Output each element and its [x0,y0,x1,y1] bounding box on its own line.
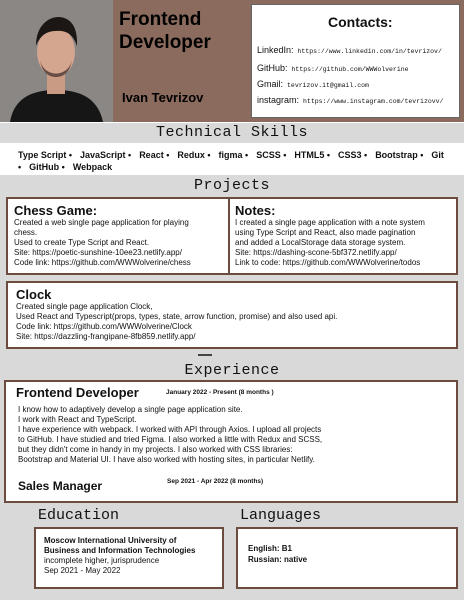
job-frontend-description: I know how to adaptively develop a singl… [18,405,322,465]
project-line: Used React and Typescript(props, types, … [16,312,338,321]
education-dates: Sep 2021 - May 2022 [44,566,121,575]
project-title: Notes: [235,203,276,218]
job-description-line: I have experience with webpack. I worked… [18,425,322,434]
contact-label: GitHub: [257,63,288,73]
project-site-link[interactable]: Site: https://dashing-scone-5bf372.netli… [235,248,397,257]
project-code-link[interactable]: Link to code: https://github.com/WWWolve… [235,258,421,267]
project-line: and added a LocalStorage data storage sy… [235,238,406,247]
skill-item: CSS3 • [338,150,368,160]
project-code-link[interactable]: Code link: https://github.com/WWWolverin… [14,258,191,267]
person-name: Ivan Tevrizov [122,90,204,105]
job-frontend-dates: January 2022 - Present (8 months ) [166,389,274,396]
skill-item: Bootstrap • [375,150,424,160]
degree: incomplete higher, jurisprudence [44,556,160,565]
contacts-title: Contacts: [328,14,393,30]
experience-card: Frontend Developer January 2022 - Presen… [4,380,458,503]
project-clock: Clock Created single page application Cl… [6,281,458,349]
job-description-line: I work with React and TypeScript. [18,415,137,424]
languages-card: English: B1 Russian: native [236,527,458,589]
skill-item: Webpack [72,162,113,172]
education-heading: Education [38,507,120,524]
contact-gmail: Gmail: tevrizov.it@gmail.com [257,79,369,89]
job-sales-dates: Sep 2021 - Apr 2022 (8 months) [167,478,264,485]
section-divider [198,354,212,356]
project-line: chess. [14,228,38,237]
skill-item: Git • [18,150,444,172]
linkedin-link[interactable]: https://www.linkedin.com/in/tevrizov/ [297,48,442,55]
skills-list: Type Script • JavaScript • React • Redux • f… [18,149,458,173]
github-link[interactable]: https://github.com/WWWolverine [291,66,409,73]
skill-item: React • [139,150,170,160]
project-site-link[interactable]: Site: https://dazzling-frangipane-8fb859… [16,332,196,341]
job-title-line2: Developer [119,32,211,53]
job-title-line1: Frontend [119,9,202,30]
skills-heading: Technical Skills [155,124,309,141]
project-chess: Chess Game: Created a web single page ap… [6,197,230,275]
education-card: Moscow International University of Busin… [34,527,224,589]
projects-heading: Projects [193,177,270,194]
profile-photo [0,0,113,122]
skill-item: SCSS • [256,150,287,160]
job-description-line: but they didn't come in handy in my proj… [18,445,293,454]
instagram-link[interactable]: https://www.instagram.com/tevrizovv/ [303,98,444,105]
skill-item: HTML5 • [294,150,331,160]
skill-item: figma • [218,150,249,160]
job-sales-title: Sales Manager [18,479,103,493]
project-notes: Notes: I created a single page applicati… [228,197,458,275]
skills-heading-band: Technical Skills [0,123,464,143]
project-code-link[interactable]: Code link: https://github.com/WWWolverin… [16,322,192,331]
school-name-line1: Moscow International University of [44,536,177,545]
job-description-line: to GitHub. I have studied and tried Figm… [18,435,323,444]
project-line: Created single page application Clock, [16,302,153,311]
contact-label: Gmail: [257,79,284,89]
job-frontend-title: Frontend Developer [16,385,139,400]
language-item: Russian: native [248,555,308,564]
contact-github: GitHub: https://github.com/WWWolverine [257,63,409,73]
skill-item: Redux • [177,150,211,160]
contacts-panel: Contacts: LinkedIn: https://www.linkedin.… [248,0,464,122]
job-description-line: I know how to adaptively develop a singl… [18,405,243,414]
contact-label: instagram: [257,95,300,105]
contact-instagram: instagram: https://www.instagram.com/tevr… [257,95,443,105]
skill-item: GitHub • [29,162,65,172]
project-line: using Type Script and React, also made p… [235,228,416,237]
language-item: English: B1 [248,544,293,553]
project-line: Used to create Type Script and React. [14,238,150,247]
project-title: Chess Game: [14,203,98,218]
skill-item: Type Script • [18,150,72,160]
job-description-line: Bootstrap and Material UI. I have also w… [18,455,315,464]
skill-item: JavaScript • [80,150,132,160]
job-title: Frontend Developer [119,8,211,54]
project-line: Created a web single page application fo… [14,218,189,227]
person-portrait-icon [0,0,113,122]
project-line: I created a single page application with… [235,218,425,227]
contact-label: LinkedIn: [257,45,294,55]
contacts-card: Contacts: LinkedIn: https://www.linkedin.… [251,4,460,118]
gmail-link[interactable]: tevrizov.it@gmail.com [287,82,369,89]
school-name-line2: Business and Information Technologies [44,546,196,555]
header-panel: Frontend Developer Ivan Tevrizov [113,0,248,122]
project-title: Clock [16,287,52,302]
experience-heading: Experience [184,362,280,379]
languages-heading: Languages [240,507,322,524]
project-site-link[interactable]: Site: https://poetic-sunshine-10ee23.net… [14,248,182,257]
contact-linkedin: LinkedIn: https://www.linkedin.com/in/tev… [257,45,442,55]
